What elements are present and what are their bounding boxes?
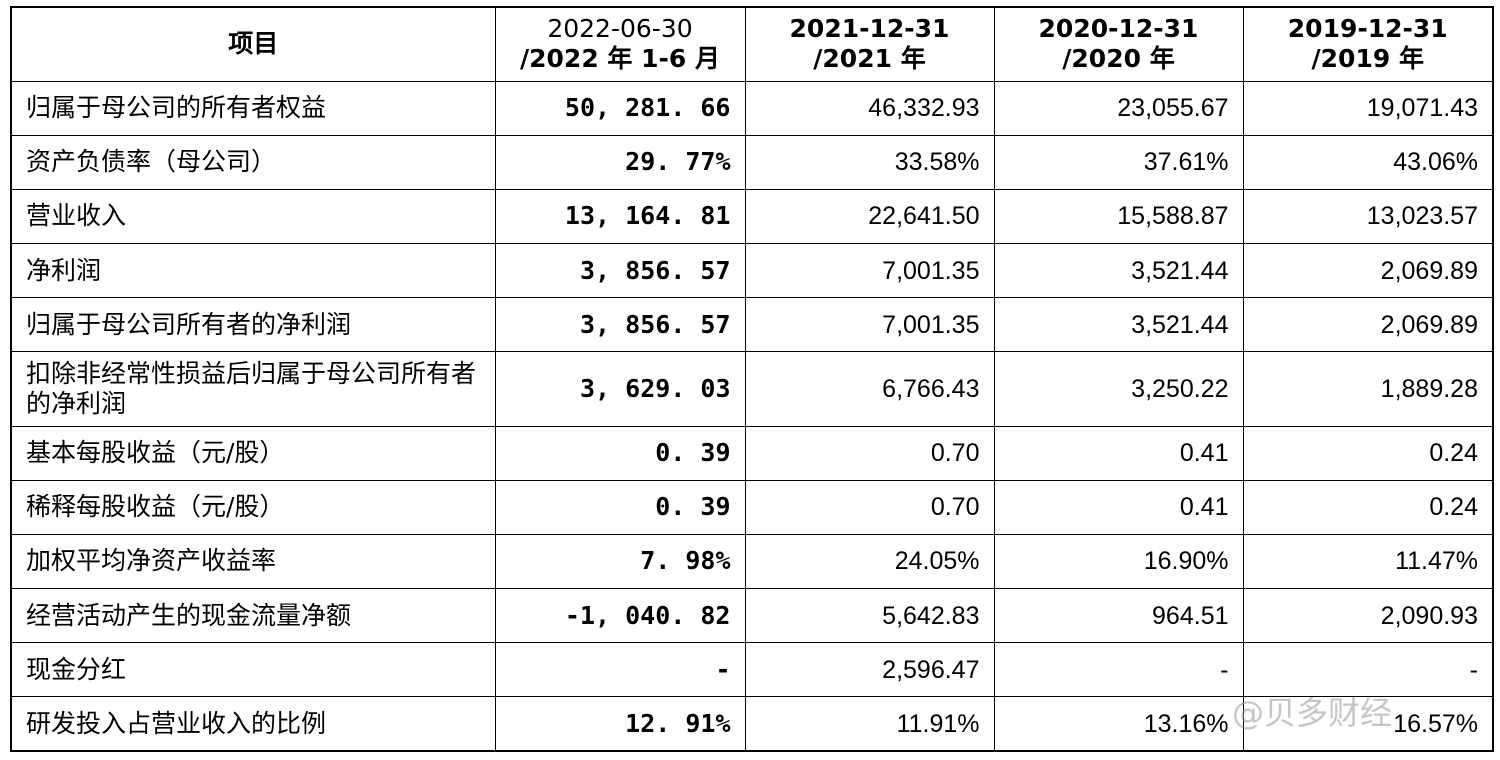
- cell-2021: 11.91%: [744, 696, 995, 752]
- cell-2020: 3,521.44: [993, 242, 1244, 299]
- cell-2019: 13,023.57: [1242, 188, 1494, 244]
- cell-2019: 2,069.89: [1242, 297, 1494, 353]
- header-2019: 2019-12-31/2019 年: [1242, 6, 1494, 82]
- cell-2020: 0.41: [993, 479, 1244, 535]
- cell-2020: 15,588.87: [993, 188, 1244, 244]
- cell-2022-h1: 7. 98%: [494, 533, 746, 589]
- cell-2022-h1: -: [494, 642, 746, 698]
- cell-2021: 6,766.43: [744, 351, 995, 427]
- row-label: 基本每股收益（元/股）: [10, 425, 496, 481]
- cell-2021: 33.58%: [744, 134, 995, 190]
- cell-2021: 24.05%: [744, 533, 995, 589]
- cell-2020: -: [993, 642, 1244, 698]
- row-label: 稀释每股收益（元/股）: [10, 479, 496, 535]
- cell-2022-h1: 50, 281. 66: [494, 80, 746, 136]
- table-row: 归属于母公司的所有者权益 50, 281. 66 46,332.93 23,05…: [10, 80, 1494, 136]
- cell-2021: 2,596.47: [744, 642, 995, 698]
- cell-2021: 46,332.93: [744, 80, 995, 136]
- cell-2020: 37.61%: [993, 134, 1244, 190]
- row-label: 营业收入: [10, 188, 496, 244]
- cell-2020: 16.90%: [993, 533, 1244, 589]
- cell-2020: 23,055.67: [993, 80, 1244, 136]
- cell-2021: 7,001.35: [744, 242, 995, 299]
- cell-2022-h1: 3, 629. 03: [494, 351, 746, 427]
- cell-2022-h1: 3, 856. 57: [494, 297, 746, 353]
- cell-2020: 13.16%: [993, 696, 1244, 752]
- row-label: 研发投入占营业收入的比例: [10, 696, 496, 752]
- header-2020: 2020-12-31/2020 年: [993, 6, 1244, 82]
- table-row: 归属于母公司所有者的净利润 3, 856. 57 7,001.35 3,521.…: [10, 297, 1494, 353]
- cell-2019: 0.24: [1242, 479, 1494, 535]
- cell-2022-h1: 3, 856. 57: [494, 242, 746, 299]
- row-label: 净利润: [10, 242, 496, 299]
- financial-table: 项目 2022-06-30/2022 年 1-6 月 2021-12-31/20…: [10, 6, 1494, 752]
- cell-2019: 16.57%: [1242, 696, 1494, 752]
- row-label: 加权平均净资产收益率: [10, 533, 496, 589]
- table-row: 扣除非经常性损益后归属于母公司所有者的净利润 3, 629. 03 6,766.…: [10, 351, 1494, 427]
- row-label: 归属于母公司的所有者权益: [10, 80, 496, 136]
- table-row: 现金分红 - 2,596.47 - -: [10, 642, 1494, 698]
- row-label: 归属于母公司所有者的净利润: [10, 297, 496, 353]
- cell-2019: 43.06%: [1242, 134, 1494, 190]
- cell-2019: 19,071.43: [1242, 80, 1494, 136]
- cell-2021: 0.70: [744, 425, 995, 481]
- row-label: 扣除非经常性损益后归属于母公司所有者的净利润: [10, 351, 496, 427]
- table-row: 基本每股收益（元/股） 0. 39 0.70 0.41 0.24: [10, 425, 1494, 481]
- cell-2019: 2,069.89: [1242, 242, 1494, 299]
- table-row: 稀释每股收益（元/股） 0. 39 0.70 0.41 0.24: [10, 479, 1494, 535]
- row-label: 现金分红: [10, 642, 496, 698]
- header-row: 项目 2022-06-30/2022 年 1-6 月 2021-12-31/20…: [10, 6, 1494, 82]
- table-row: 资产负债率（母公司） 29. 77% 33.58% 37.61% 43.06%: [10, 134, 1494, 190]
- cell-2019: 0.24: [1242, 425, 1494, 481]
- cell-2020: 3,250.22: [993, 351, 1244, 427]
- cell-2022-h1: -1, 040. 82: [494, 587, 746, 644]
- cell-2021: 5,642.83: [744, 587, 995, 644]
- table-row: 加权平均净资产收益率 7. 98% 24.05% 16.90% 11.47%: [10, 533, 1494, 589]
- watermark: @贝多财经: [1232, 694, 1393, 732]
- cell-2021: 0.70: [744, 479, 995, 535]
- table-row: 营业收入 13, 164. 81 22,641.50 15,588.87 13,…: [10, 188, 1494, 244]
- cell-2019: 2,090.93: [1242, 587, 1494, 644]
- cell-2020: 3,521.44: [993, 297, 1244, 353]
- table-row: 经营活动产生的现金流量净额 -1, 040. 82 5,642.83 964.5…: [10, 587, 1494, 644]
- table-row: 净利润 3, 856. 57 7,001.35 3,521.44 2,069.8…: [10, 242, 1494, 299]
- cell-2022-h1: 12. 91%: [494, 696, 746, 752]
- cell-2020: 0.41: [993, 425, 1244, 481]
- row-label: 资产负债率（母公司）: [10, 134, 496, 190]
- header-2022-h1: 2022-06-30/2022 年 1-6 月: [494, 6, 746, 82]
- header-2021: 2021-12-31/2021 年: [744, 6, 995, 82]
- cell-2019: 1,889.28: [1242, 351, 1494, 427]
- table-row: 研发投入占营业收入的比例 12. 91% 11.91% 13.16% 16.57…: [10, 696, 1494, 752]
- cell-2021: 22,641.50: [744, 188, 995, 244]
- header-item: 项目: [10, 6, 496, 82]
- row-label: 经营活动产生的现金流量净额: [10, 587, 496, 644]
- cell-2022-h1: 29. 77%: [494, 134, 746, 190]
- cell-2019: 11.47%: [1242, 533, 1494, 589]
- cell-2022-h1: 0. 39: [494, 425, 746, 481]
- cell-2022-h1: 0. 39: [494, 479, 746, 535]
- cell-2021: 7,001.35: [744, 297, 995, 353]
- cell-2020: 964.51: [993, 587, 1244, 644]
- cell-2022-h1: 13, 164. 81: [494, 188, 746, 244]
